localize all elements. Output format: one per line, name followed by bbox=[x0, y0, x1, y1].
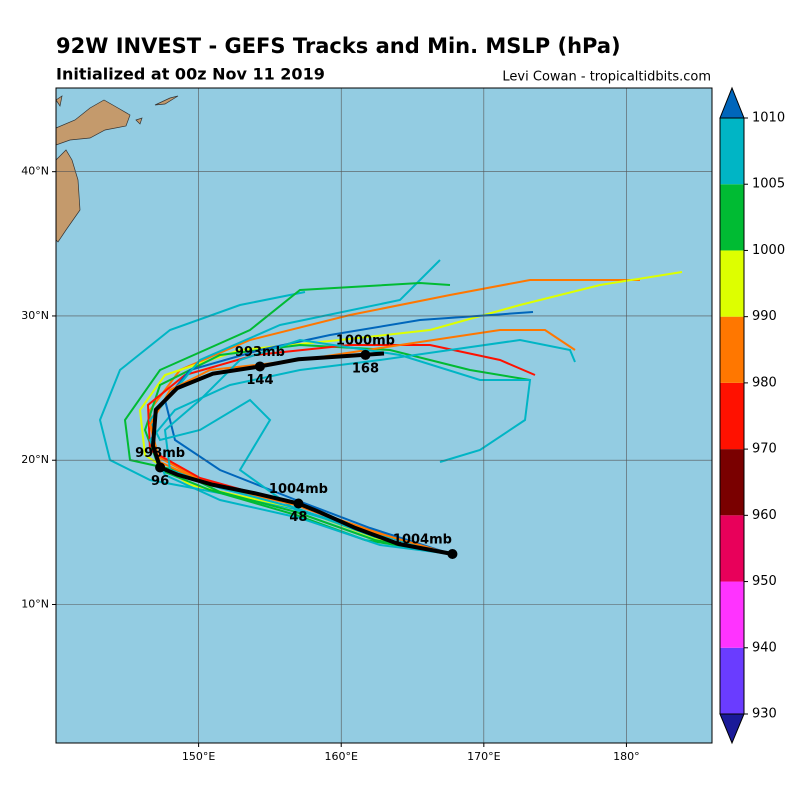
hour-label: 48 bbox=[289, 510, 307, 525]
colorbar-tick-label: 960 bbox=[752, 508, 777, 523]
map-background bbox=[56, 88, 712, 743]
subtitle: Initialized at 00z Nov 11 2019 bbox=[56, 65, 325, 84]
colorbar-segment bbox=[720, 382, 744, 450]
colorbar-tick-label: 980 bbox=[752, 375, 777, 390]
pressure-label: 1000mb bbox=[336, 333, 395, 348]
credit: Levi Cowan - tropicaltidbits.com bbox=[502, 70, 711, 85]
colorbar-segment bbox=[720, 118, 744, 185]
hour-label: 96 bbox=[151, 474, 169, 489]
x-tick-label: 160°E bbox=[324, 750, 357, 763]
colorbar-segment bbox=[720, 250, 744, 317]
land bbox=[55, 95, 179, 243]
colorbar-segment bbox=[720, 316, 744, 383]
y-tick-label: 40°N bbox=[21, 165, 49, 178]
colorbar-tick-label: 1010 bbox=[752, 111, 785, 126]
colorbar-tick-label: 990 bbox=[752, 309, 777, 324]
colorbar-frame bbox=[719, 117, 745, 715]
map-frame bbox=[55, 87, 713, 744]
plot-layer: 150°E 160°E 170°E 180° 10°N 20°N 30°N 40°N 1004m… bbox=[21, 88, 712, 763]
title: 92W INVEST - GEFS Tracks and Min. MSLP (… bbox=[56, 34, 621, 58]
colorbar-tick-label: 940 bbox=[752, 640, 777, 655]
pressure-label: 1004mb bbox=[269, 482, 328, 497]
pressure-label: 993mb bbox=[235, 345, 285, 360]
colorbar-tick-label: 970 bbox=[752, 442, 777, 457]
hour-label: 168 bbox=[352, 361, 379, 376]
colorbar-extend-low bbox=[719, 713, 745, 745]
colorbar-segment bbox=[720, 449, 744, 516]
colorbar-extend-high bbox=[719, 86, 745, 119]
colorbar-segment bbox=[720, 647, 744, 714]
hour-label: 144 bbox=[246, 373, 273, 388]
track-point bbox=[254, 361, 265, 372]
x-tick-label: 180° bbox=[613, 750, 640, 763]
track-point bbox=[155, 462, 166, 473]
colorbar-tick-label: 950 bbox=[752, 574, 777, 589]
colorbar-tick-label: 1005 bbox=[752, 177, 785, 192]
colorbar-segment bbox=[720, 184, 744, 251]
y-tick-label: 10°N bbox=[21, 597, 49, 610]
colorbar-tick-label: 1000 bbox=[752, 243, 785, 258]
y-tick-label: 30°N bbox=[21, 309, 49, 322]
track-point bbox=[360, 349, 371, 360]
colorbar-tick-label: 930 bbox=[752, 707, 777, 722]
x-tick-label: 170°E bbox=[467, 750, 500, 763]
colorbar-segment bbox=[720, 581, 744, 648]
track-point bbox=[447, 549, 458, 560]
track-point bbox=[293, 498, 304, 509]
colorbar-segment bbox=[720, 515, 744, 582]
pressure-label: 998mb bbox=[135, 446, 185, 461]
pressure-label: 1004mb bbox=[393, 533, 452, 548]
y-tick-label: 20°N bbox=[21, 453, 49, 466]
x-tick-label: 150°E bbox=[182, 750, 215, 763]
